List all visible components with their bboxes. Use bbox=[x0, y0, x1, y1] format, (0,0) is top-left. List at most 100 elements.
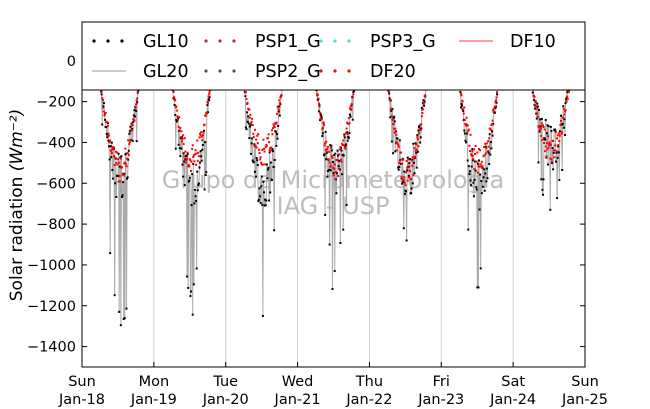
gl10-point bbox=[323, 153, 326, 156]
gl10-point bbox=[398, 139, 401, 142]
gl10-point bbox=[111, 169, 114, 172]
gl10-point bbox=[118, 165, 121, 168]
gl10-point bbox=[349, 115, 352, 118]
df20-point bbox=[316, 94, 319, 97]
df20-point bbox=[330, 155, 333, 158]
df20-point bbox=[118, 175, 121, 178]
df20-point bbox=[266, 137, 269, 140]
gl10-point bbox=[489, 153, 492, 156]
gl10-point bbox=[179, 155, 182, 158]
x-tick-label-day: Fri bbox=[433, 374, 450, 390]
x-tick-label-date: Jan-24 bbox=[489, 392, 536, 408]
gl10-point bbox=[332, 172, 335, 175]
df20-point bbox=[250, 122, 253, 125]
df20-point bbox=[419, 129, 422, 132]
df20-point bbox=[543, 142, 546, 145]
gl10-point bbox=[128, 132, 131, 135]
gl10-point bbox=[545, 132, 548, 135]
df20-point bbox=[473, 168, 476, 171]
gl10-point bbox=[248, 137, 251, 140]
df20-point bbox=[270, 146, 273, 149]
gl10-point bbox=[102, 102, 105, 105]
df20-point bbox=[535, 105, 538, 108]
df20-point bbox=[328, 161, 331, 164]
y-axis-title: Solar radiation (Wm⁻²) bbox=[7, 109, 27, 301]
gl10-point bbox=[136, 101, 139, 104]
gl10-point bbox=[117, 174, 120, 177]
legend-dot-marker bbox=[232, 69, 236, 73]
df20-point bbox=[279, 94, 282, 97]
gl10-point bbox=[484, 172, 487, 175]
df20-point bbox=[350, 103, 353, 106]
df20-point bbox=[108, 141, 111, 144]
df20-point bbox=[558, 140, 561, 143]
df20-point bbox=[554, 131, 557, 134]
df20-point bbox=[472, 157, 475, 160]
gl10-point bbox=[468, 173, 471, 176]
gl10-point bbox=[324, 130, 327, 133]
gl10-point bbox=[346, 131, 349, 134]
df20-point bbox=[403, 181, 406, 184]
df20-point bbox=[261, 163, 264, 166]
df20-point bbox=[268, 141, 271, 144]
gl10-point bbox=[174, 113, 177, 116]
df20-point bbox=[395, 133, 398, 136]
df20-point bbox=[204, 114, 207, 117]
legend-label: GL10 bbox=[143, 32, 189, 52]
gl10-point bbox=[270, 178, 273, 181]
df20-point bbox=[259, 158, 262, 161]
gl10-point bbox=[203, 129, 206, 132]
df20-point bbox=[256, 142, 259, 145]
gl10-point bbox=[256, 159, 259, 162]
df20-point bbox=[262, 138, 265, 141]
gl10-point bbox=[180, 136, 183, 139]
gl10-point bbox=[173, 104, 176, 107]
df20-point bbox=[486, 150, 489, 153]
gl10-point bbox=[186, 153, 189, 156]
legend-dot-marker bbox=[218, 69, 222, 73]
df20-point bbox=[178, 129, 181, 132]
df20-point bbox=[261, 148, 264, 151]
gl10-point bbox=[195, 267, 198, 270]
df20-point bbox=[397, 145, 400, 148]
gl10-point bbox=[263, 191, 266, 194]
gl10-point bbox=[389, 116, 392, 119]
gl10-point bbox=[187, 180, 190, 183]
gl10-point bbox=[319, 112, 322, 115]
df20-point bbox=[562, 107, 565, 110]
df20-point bbox=[421, 111, 424, 114]
df20-point bbox=[481, 166, 484, 169]
df20-point bbox=[336, 158, 339, 161]
gl10-point bbox=[348, 113, 351, 116]
df20-point bbox=[471, 150, 474, 153]
df20-point bbox=[100, 90, 103, 93]
gl10-point bbox=[244, 126, 247, 129]
df20-point bbox=[557, 144, 560, 147]
df20-point bbox=[350, 108, 353, 111]
df20-point bbox=[260, 161, 263, 164]
df20-point bbox=[131, 124, 134, 127]
df20-point bbox=[554, 144, 557, 147]
df20-point bbox=[259, 156, 262, 159]
df20-point bbox=[398, 161, 401, 164]
gl10-point bbox=[467, 165, 470, 168]
df20-point bbox=[172, 90, 175, 93]
df20-point bbox=[422, 101, 425, 104]
df20-point bbox=[321, 126, 324, 129]
gl10-point bbox=[557, 151, 560, 154]
gl10-point bbox=[328, 168, 331, 171]
df20-point bbox=[485, 147, 488, 150]
df20-point bbox=[400, 176, 403, 179]
gl10-point bbox=[560, 123, 563, 126]
gl10-point bbox=[107, 145, 110, 148]
df20-point bbox=[480, 160, 483, 163]
gl10-point bbox=[406, 156, 409, 159]
legend-dot-marker bbox=[204, 69, 208, 73]
x-tick-label-date: Jan-20 bbox=[202, 392, 249, 408]
gl10-point bbox=[175, 118, 178, 121]
df20-point bbox=[483, 145, 486, 148]
df20-point bbox=[250, 120, 253, 123]
gl10-point bbox=[414, 156, 417, 159]
df20-point bbox=[394, 127, 397, 130]
gl10-point bbox=[341, 173, 344, 176]
